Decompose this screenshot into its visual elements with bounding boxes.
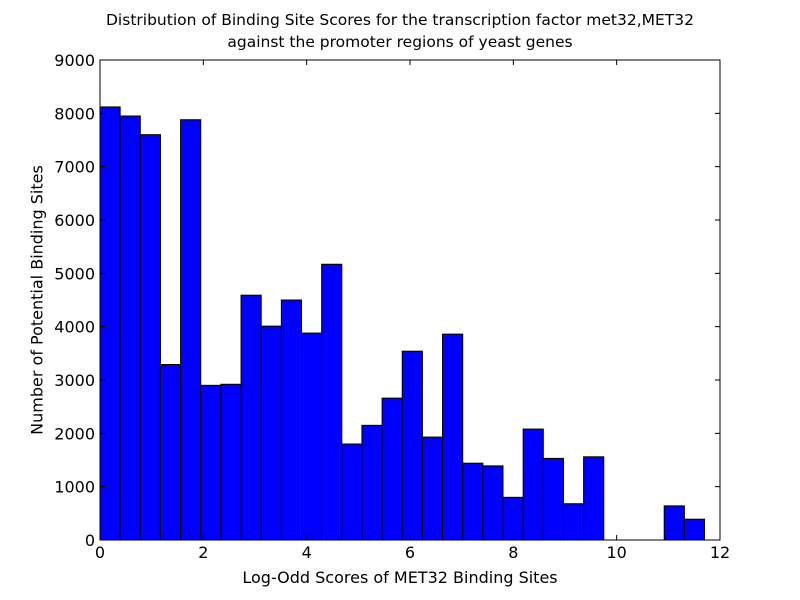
y-tick-label-6000: 6000 [54,211,95,230]
histogram-bar-12 [341,443,363,541]
histogram-bar-19 [482,465,504,541]
chart-title-line-1: Distribution of Binding Site Scores for … [106,11,694,29]
histogram-bar-24 [583,456,605,541]
histogram-bar-18 [462,462,484,541]
histogram-bar-29 [683,518,705,541]
histogram-bar-10 [301,332,323,541]
histogram-bar-2 [139,134,161,541]
histogram-bar-11 [321,263,343,541]
axis-ticks: 0 2 4 6 8 10 12 0 1000 2000 3000 4000 5000 6000 7000 80… [54,51,730,562]
histogram-bar-9 [280,299,303,541]
x-tick-label-0: 0 [95,543,105,562]
y-tick-label-5000: 5000 [54,264,95,283]
histogram-bar-6 [220,383,242,541]
y-tick-label-8000: 8000 [54,104,95,123]
histogram-bar-5 [200,384,222,541]
histogram-bar-14 [381,397,403,541]
histogram-bar-15 [401,350,423,541]
histogram-bar-1 [119,115,141,541]
histogram-bar-23 [562,503,585,541]
y-tick-label-9000: 9000 [54,51,95,70]
histogram-bar-22 [542,457,564,541]
histogram-bar-28 [663,505,685,541]
histogram-bar-4 [180,119,202,541]
y-tick-label-7000: 7000 [54,158,95,177]
x-tick-label-12: 12 [710,543,730,562]
chart-title-line-2: against the promoter regions of yeast ge… [227,33,573,51]
histogram-bar-21 [522,428,544,541]
y-tick-label-4000: 4000 [54,318,95,337]
y-tick-label-0: 0 [85,531,95,550]
histogram-bars [99,106,705,541]
x-tick-label-6: 6 [405,543,415,562]
histogram-bar-7 [240,294,262,541]
histogram-bar-13 [361,424,383,541]
x-tick-label-4: 4 [302,543,312,562]
histogram-bar-20 [502,496,524,541]
x-tick-label-2: 2 [198,543,208,562]
y-axis-label: Number of Potential Binding Sites [27,165,47,435]
histogram-bar-16 [421,436,444,541]
histogram-bar-3 [159,364,182,541]
histogram-bar-0 [99,106,121,541]
histogram-bar-8 [260,325,282,541]
x-axis-label: Log-Odd Scores of MET32 Binding Sites [242,568,558,587]
x-tick-label-10: 10 [606,543,626,562]
histogram-bar-17 [442,333,464,541]
x-tick-label-8: 8 [508,543,518,562]
y-tick-label-3000: 3000 [54,371,95,390]
y-tick-label-2000: 2000 [54,424,95,443]
y-tick-label-1000: 1000 [54,478,95,497]
